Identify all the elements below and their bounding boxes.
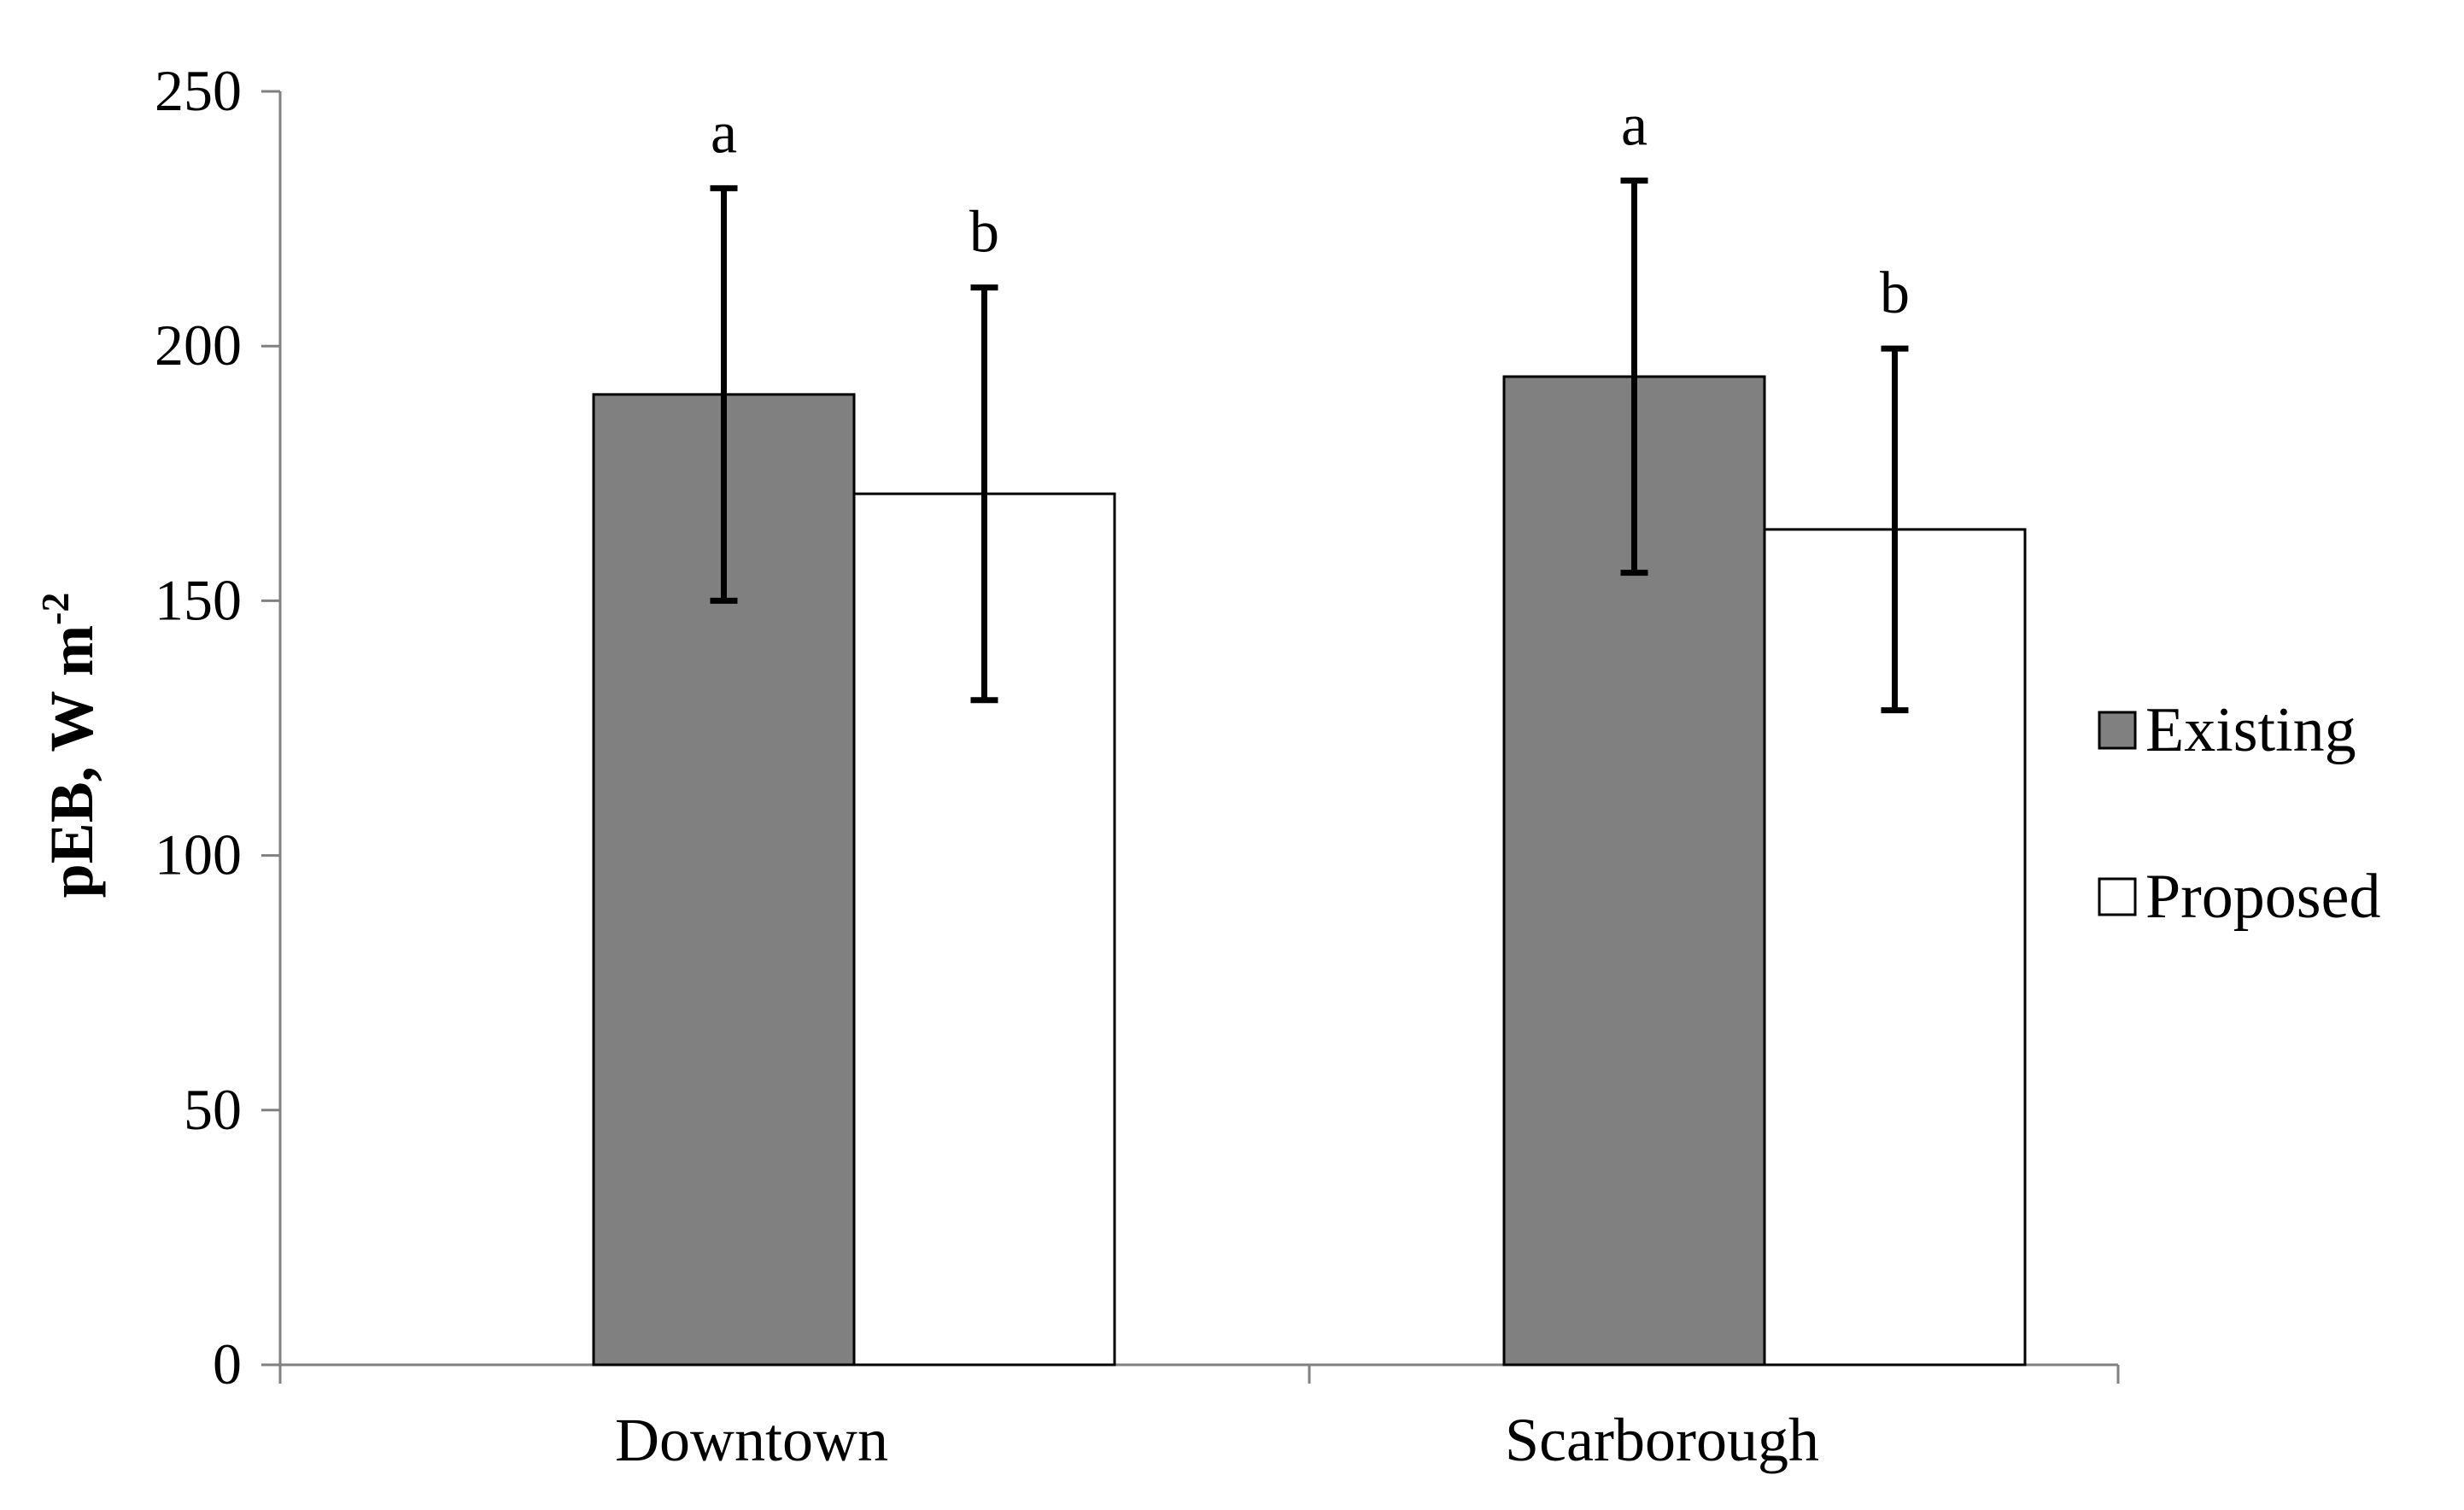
significance-label-existing-downtown: a: [711, 100, 737, 166]
significance-label-existing-scarborough: a: [1621, 92, 1648, 158]
significance-label-proposed-downtown: b: [969, 200, 999, 266]
error-bar-proposed-downtown: [970, 284, 998, 704]
legend-label-proposed: Proposed: [2145, 862, 2380, 932]
y-tick-label: 150: [155, 567, 242, 632]
y-tick-label: 0: [213, 1331, 242, 1396]
bars: [592, 375, 2027, 1367]
axes: 0 50 100 150 200 250: [155, 58, 2120, 1396]
x-category-label-scarborough: Scarborough: [1505, 1406, 1819, 1474]
legend-swatch-existing: [2098, 711, 2137, 750]
x-category-label-downtown: Downtown: [615, 1406, 888, 1474]
error-bars: [710, 177, 1909, 714]
legend-swatch-proposed: [2098, 877, 2137, 916]
error-bar-existing-scarborough: [1620, 177, 1648, 576]
y-tick-label: 200: [155, 313, 242, 378]
labels: pEB, W m-2 a b Downtown a b Scarborough: [33, 92, 1910, 1474]
y-tick-label: 50: [184, 1077, 242, 1142]
legend: Existing Proposed: [2098, 695, 2380, 932]
y-axis-title-superscript: -2: [33, 593, 77, 625]
error-bar-existing-downtown: [710, 184, 738, 604]
error-bar-proposed-scarborough: [1881, 345, 1909, 714]
legend-label-existing: Existing: [2145, 695, 2356, 765]
y-axis-title: pEB, W m-2: [33, 593, 106, 898]
significance-label-proposed-scarborough: b: [1880, 260, 1910, 326]
y-axis-title-main: pEB, W m: [38, 625, 106, 898]
y-tick-label: 100: [155, 822, 242, 887]
y-tick-label: 250: [155, 58, 242, 123]
